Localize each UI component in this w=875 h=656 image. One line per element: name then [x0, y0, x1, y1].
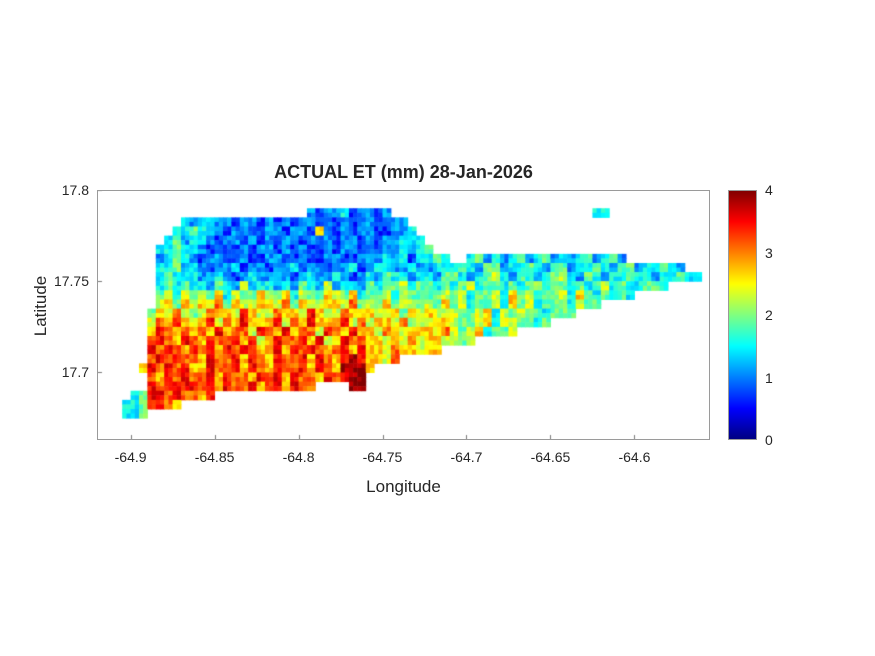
colorbar-tick-label: 1 [765, 369, 773, 386]
y-axis-label: Latitude [31, 275, 50, 337]
x-tick-label: -64.6 [618, 449, 651, 465]
y-tick-label: 17.8 [61, 182, 89, 198]
x-tick-label: -64.65 [530, 449, 571, 465]
x-tick-label: -64.7 [450, 449, 483, 465]
x-tick-label: -64.75 [362, 449, 403, 465]
colorbar-tick-label: 3 [765, 244, 773, 261]
x-tick-label: -64.85 [194, 449, 235, 465]
y-tick-label: 17.75 [53, 273, 89, 290]
x-tick-label: -64.8 [282, 449, 315, 465]
et-heatmap-canvas [97, 190, 710, 440]
x-tick-label: -64.9 [114, 449, 147, 465]
colorbar-tick-label: 0 [765, 432, 773, 448]
colorbar-tick-label: 4 [765, 182, 773, 198]
colorbar-tick-label: 2 [765, 307, 773, 323]
figure-title: ACTUAL ET (mm) 28-Jan-2026 [274, 162, 533, 182]
x-axis-label: Longitude [366, 477, 441, 496]
y-tick-label: 17.7 [61, 364, 89, 381]
colorbar [728, 190, 757, 440]
